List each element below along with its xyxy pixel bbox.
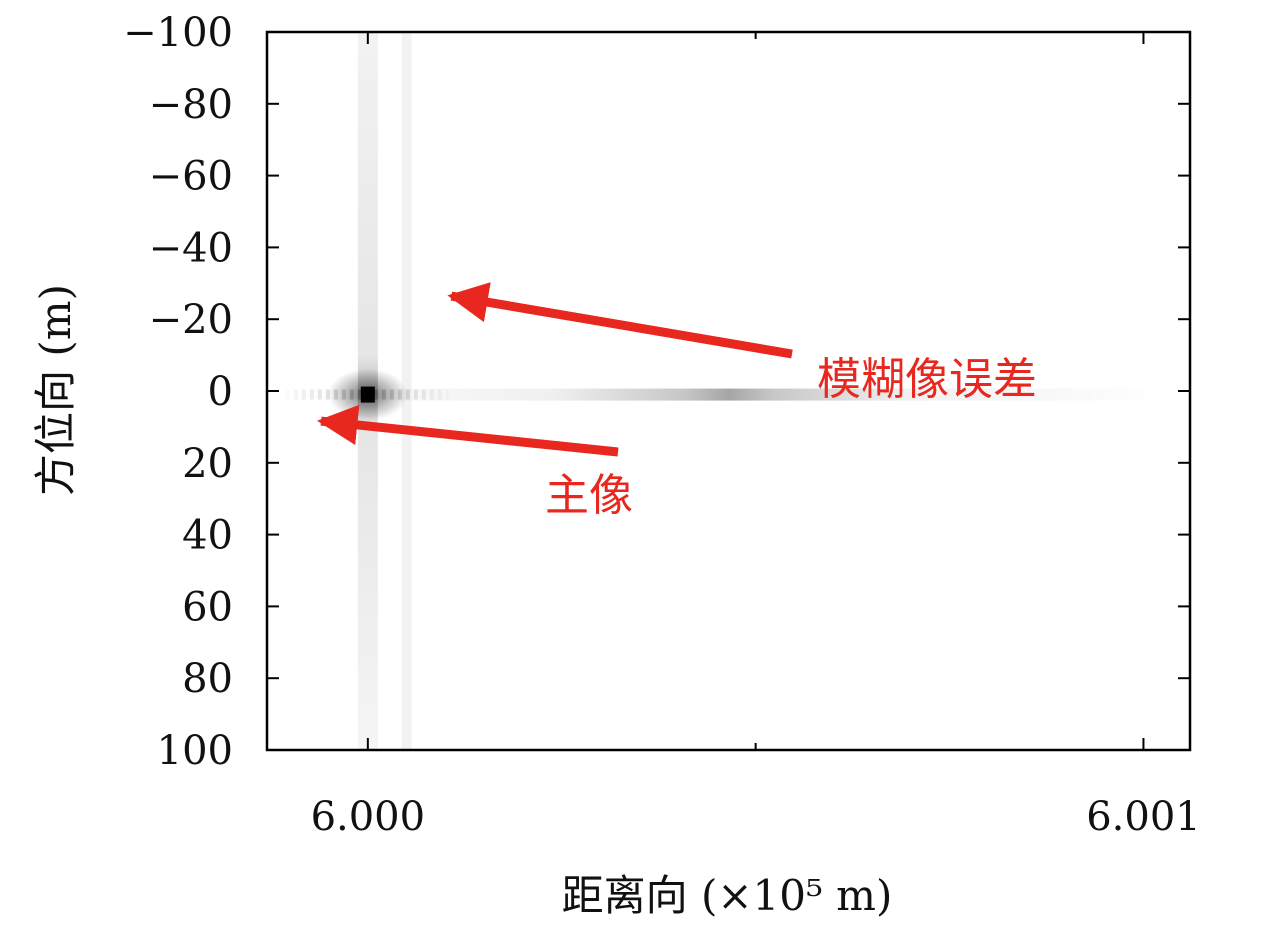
heatmap-image [267, 32, 1190, 750]
x-tick-label: 6.000 [311, 794, 426, 840]
y-tick-label: −40 [149, 225, 233, 271]
sidelobe-band [446, 390, 450, 400]
sidelobe-band [421, 389, 426, 400]
y-tick-label: 0 [208, 369, 233, 415]
sidelobe-band [413, 389, 418, 400]
x-axis-label: 距离向 (×10⁵ m) [562, 871, 893, 920]
y-tick-label: −20 [149, 297, 233, 343]
main-image-label: 主像 [545, 470, 633, 521]
range-sidelobe [287, 388, 1170, 401]
y-tick-label: −80 [149, 82, 233, 128]
sidelobe-band [309, 389, 314, 400]
sidelobe-band [429, 389, 434, 400]
main-image-arrow [317, 404, 619, 457]
y-tick-label: 20 [182, 441, 233, 487]
sidelobe-band [317, 389, 322, 400]
blur-error-label: 模糊像误差 [817, 354, 1037, 405]
x-tick-label: 6.001 [1086, 794, 1201, 840]
y-tick-label: 100 [157, 728, 233, 774]
blur-error-arrow [447, 282, 793, 359]
main-image-peak [360, 386, 375, 403]
annotations: 主像 模糊像误差 [317, 282, 1037, 521]
sidelobe-band [294, 390, 298, 400]
y-tick-label: −100 [123, 10, 233, 56]
sidelobe-band [286, 390, 290, 400]
y-axis-label: 方位向 (m) [31, 284, 80, 496]
y-tick-label: 80 [182, 656, 233, 702]
sidelobe-band [301, 389, 306, 400]
y-axis-ticks: −100 −80 −60 −40 −20 0 20 40 60 80 100 [123, 10, 1190, 774]
y-tick-label: 40 [182, 513, 233, 559]
sidelobe-band [438, 390, 442, 400]
y-tick-label: −60 [149, 154, 233, 200]
y-tick-label: 60 [182, 584, 233, 630]
